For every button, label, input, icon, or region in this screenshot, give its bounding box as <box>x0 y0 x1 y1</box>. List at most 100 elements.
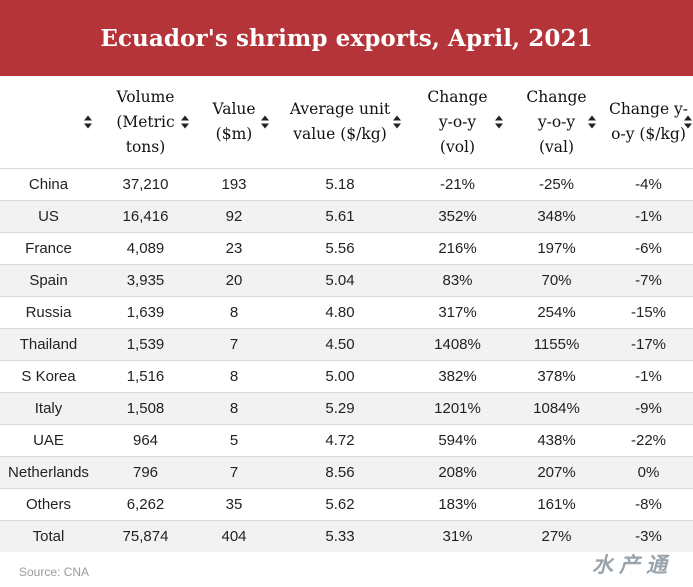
cell-avg-unit-value: 4.50 <box>274 328 406 361</box>
cell-avg-unit-value: 5.04 <box>274 264 406 297</box>
table-row: China 37,210 193 5.18 -21% -25% -4% <box>0 168 693 201</box>
header-line: Value <box>212 100 256 118</box>
cell-avg-unit-value: 8.56 <box>274 456 406 489</box>
table-row: Total 75,874 404 5.33 31% 27% -3% <box>0 520 693 552</box>
cell-change-val: 1155% <box>509 328 604 361</box>
cell-volume: 964 <box>97 424 194 457</box>
col-header-volume[interactable]: Volume (Metric tons) <box>97 76 194 169</box>
cell-country: China <box>0 168 97 201</box>
cell-change-price: -3% <box>604 520 693 552</box>
cell-avg-unit-value: 5.29 <box>274 392 406 425</box>
cell-change-vol: 1408% <box>406 328 509 361</box>
cell-volume: 796 <box>97 456 194 489</box>
cell-avg-unit-value: 5.56 <box>274 232 406 265</box>
cell-change-vol: 1201% <box>406 392 509 425</box>
cell-change-vol: 317% <box>406 296 509 329</box>
cell-country: Total <box>0 520 97 552</box>
col-header-avg-unit-value[interactable]: Average unit value ($/kg) <box>274 76 406 169</box>
cell-volume: 1,639 <box>97 296 194 329</box>
cell-change-price: -7% <box>604 264 693 297</box>
cell-change-price: -22% <box>604 424 693 457</box>
table-row: France 4,089 23 5.56 216% 197% -6% <box>0 232 693 265</box>
table-row: Spain 3,935 20 5.04 83% 70% -7% <box>0 264 693 297</box>
cell-value: 5 <box>194 424 274 457</box>
cell-value: 7 <box>194 328 274 361</box>
cell-change-val: -25% <box>509 168 604 201</box>
cell-value: 8 <box>194 392 274 425</box>
cell-change-price: -9% <box>604 392 693 425</box>
cell-change-price: -1% <box>604 200 693 233</box>
header-line: Volume <box>116 87 175 106</box>
table-row: Russia 1,639 8 4.80 317% 254% -15% <box>0 296 693 329</box>
col-header-value[interactable]: Value ($m) <box>194 76 274 169</box>
table-row: Thailand 1,539 7 4.50 1408% 1155% -17% <box>0 328 693 361</box>
cell-change-val: 254% <box>509 296 604 329</box>
cell-country: Others <box>0 488 97 521</box>
sort-icon[interactable] <box>261 115 269 129</box>
cell-change-val: 1084% <box>509 392 604 425</box>
col-header-change-val[interactable]: Change y-o-y (val) <box>509 76 604 169</box>
cell-change-price: -8% <box>604 488 693 521</box>
cell-change-vol: 382% <box>406 360 509 393</box>
cell-country: Netherlands <box>0 456 97 489</box>
cell-country: US <box>0 200 97 233</box>
header-line: y-o-y <box>537 112 576 131</box>
cell-volume: 1,539 <box>97 328 194 361</box>
header-line: Change <box>526 87 587 106</box>
cell-change-vol: 352% <box>406 200 509 233</box>
cell-avg-unit-value: 5.61 <box>274 200 406 233</box>
cell-value: 35 <box>194 488 274 521</box>
cell-value: 92 <box>194 200 274 233</box>
cell-country: UAE <box>0 424 97 457</box>
cell-value: 23 <box>194 232 274 265</box>
source-note: Source: CNA <box>19 565 90 579</box>
cell-avg-unit-value: 5.18 <box>274 168 406 201</box>
cell-change-price: -17% <box>604 328 693 361</box>
header-line: (Metric <box>116 112 175 131</box>
sort-icon[interactable] <box>588 115 596 129</box>
exports-table: Volume (Metric tons) Value ($m) Average uni… <box>0 76 693 552</box>
cell-change-price: 0% <box>604 456 693 489</box>
cell-value: 8 <box>194 296 274 329</box>
cell-country: Thailand <box>0 328 97 361</box>
sort-icon[interactable] <box>181 115 189 129</box>
header-line: Change y- <box>608 100 689 118</box>
cell-change-val: 70% <box>509 264 604 297</box>
col-header-country[interactable] <box>0 76 97 169</box>
cell-change-val: 161% <box>509 488 604 521</box>
cell-change-val: 438% <box>509 424 604 457</box>
table-row: Netherlands 796 7 8.56 208% 207% 0% <box>0 456 693 489</box>
header-line: Average unit <box>289 100 391 118</box>
sort-icon[interactable] <box>84 115 92 129</box>
sort-icon[interactable] <box>495 115 503 129</box>
cell-value: 8 <box>194 360 274 393</box>
cell-volume: 3,935 <box>97 264 194 297</box>
col-header-change-vol[interactable]: Change y-o-y (vol) <box>406 76 509 169</box>
cell-change-vol: 31% <box>406 520 509 552</box>
cell-avg-unit-value: 5.00 <box>274 360 406 393</box>
sort-icon[interactable] <box>684 115 692 129</box>
cell-value: 20 <box>194 264 274 297</box>
cell-value: 404 <box>194 520 274 552</box>
header-line: (val) <box>538 137 575 156</box>
cell-avg-unit-value: 4.80 <box>274 296 406 329</box>
col-header-change-price[interactable]: Change y-o-y ($/kg) <box>604 76 693 169</box>
cell-change-price: -6% <box>604 232 693 265</box>
cell-country: Italy <box>0 392 97 425</box>
cell-change-val: 348% <box>509 200 604 233</box>
cell-volume: 37,210 <box>97 168 194 201</box>
cell-change-vol: 183% <box>406 488 509 521</box>
header-row: Volume (Metric tons) Value ($m) Average uni… <box>0 76 693 169</box>
cell-volume: 4,089 <box>97 232 194 265</box>
header-line: y-o-y <box>438 112 477 131</box>
table-body: China 37,210 193 5.18 -21% -25% -4% US 16,416 92 5… <box>0 168 693 552</box>
table-row: UAE 964 5 4.72 594% 438% -22% <box>0 424 693 457</box>
cell-change-val: 378% <box>509 360 604 393</box>
header-line: tons) <box>125 137 166 156</box>
title-bar: Ecuador's shrimp exports, April, 2021 <box>0 0 693 76</box>
cell-change-val: 27% <box>509 520 604 552</box>
cell-country: Spain <box>0 264 97 297</box>
sort-icon[interactable] <box>393 115 401 129</box>
cell-avg-unit-value: 5.33 <box>274 520 406 552</box>
cell-change-val: 207% <box>509 456 604 489</box>
